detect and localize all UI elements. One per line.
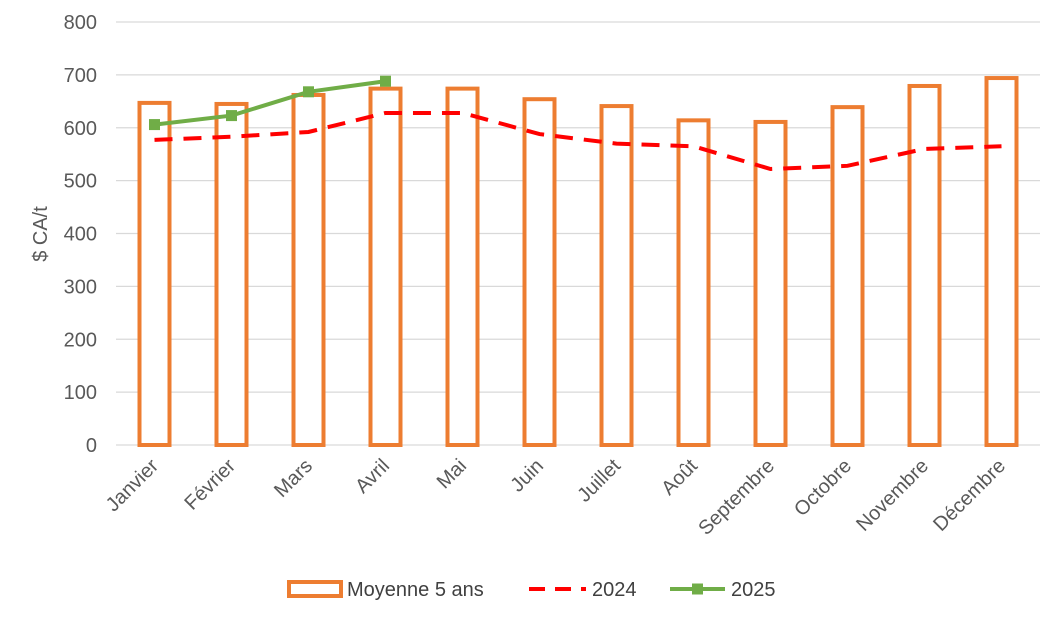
x-tick-label: Décembre [929,455,1010,536]
bar [599,104,634,447]
x-tick-label: Mai [433,455,471,493]
x-tick-label: Juillet [573,455,625,507]
legend-label-moyenne: Moyenne 5 ans [347,579,484,601]
y-tick-label: 800 [64,12,97,34]
bar [907,83,942,447]
y-axis-label: $ CA/t [30,206,52,262]
bar [984,76,1019,448]
bar [291,92,326,447]
legend-marker-2025 [692,583,703,595]
y-tick-label: 0 [86,435,97,457]
y-tick-label: 300 [64,276,97,298]
bar [676,118,711,447]
gridlines [116,21,1040,446]
bar [830,105,865,447]
bar [522,97,557,447]
y-tick-label: 400 [64,224,97,246]
legend-label-2025: 2025 [731,579,776,601]
y-tick-label: 700 [64,65,97,87]
x-tick-label: Janvier [102,455,163,516]
bar [137,100,172,448]
data-point [149,119,160,131]
y-tick-label: 100 [64,382,97,404]
x-tick-label: Novembre [852,455,933,536]
x-tick-label: Février [180,455,240,515]
bar [214,101,249,448]
x-tick-label: Avril [351,455,394,498]
line-series [149,75,1002,172]
series-line-2024 [154,110,1002,172]
x-axis-ticks: Janvier Février Mars Avril Mai Juin Juillet Aoû… [102,455,1010,540]
x-tick-label: Mars [270,455,317,502]
bar-series [137,76,1019,448]
y-axis-ticks: 0 100 200 300 400 500 600 700 800 [64,12,97,457]
x-tick-label: Octobre [790,455,856,521]
data-point [380,75,391,87]
x-tick-label: Août [657,455,702,500]
y-tick-label: 500 [64,171,97,193]
legend: Moyenne 5 ans 2024 2025 [287,579,776,601]
data-point [303,86,314,98]
series-line-2025 [154,79,386,127]
bar [368,86,403,447]
bar [753,119,788,447]
legend-swatch-moyenne [287,580,343,598]
x-tick-label: Septembre [694,455,779,540]
data-point [226,110,237,122]
legend-label-2024: 2024 [592,579,637,601]
y-tick-label: 200 [64,329,97,351]
bar [445,86,480,447]
y-tick-label: 600 [64,118,97,140]
x-tick-label: Juin [507,455,549,497]
